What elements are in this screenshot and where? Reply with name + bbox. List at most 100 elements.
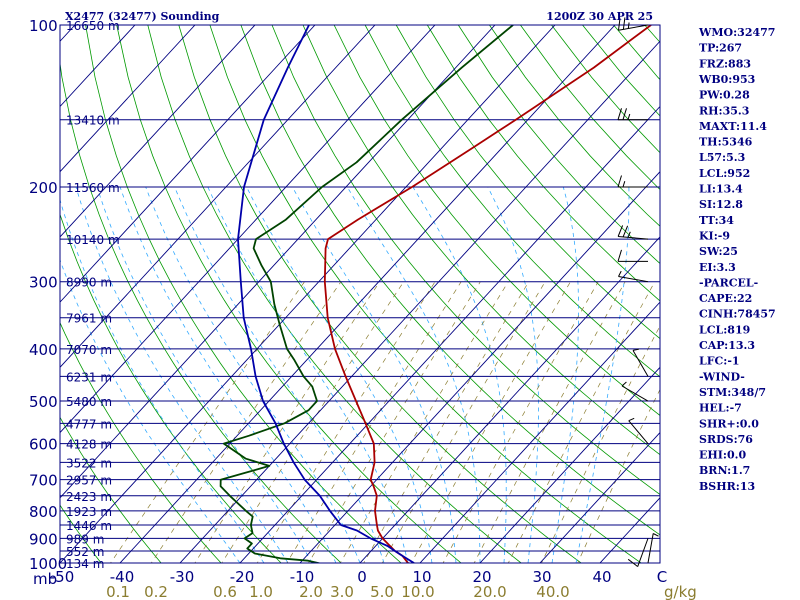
index-line: HEL:-7 bbox=[699, 402, 742, 415]
mixing-ratio-line bbox=[150, 281, 342, 563]
temperature-tick-labels: mb -50 -40 -30 -20 -10 0 10 20 30 40 C bbox=[33, 568, 667, 588]
index-line: SHR+:0.0 bbox=[699, 417, 759, 430]
index-line: -WIND- bbox=[699, 370, 745, 383]
wind-barb bbox=[617, 108, 649, 121]
pressure-tick-labels: 100 200 300 400 500 600 700 800 900 1000 bbox=[29, 17, 67, 573]
temperature-label: 40 bbox=[592, 568, 611, 586]
wind-barb bbox=[617, 249, 649, 262]
wind-barb bbox=[632, 348, 649, 377]
dry-adiabat bbox=[85, 25, 402, 563]
title-left: X2477 (32477) Sounding bbox=[65, 10, 220, 23]
wind-barb bbox=[628, 417, 649, 444]
mixing-ratio-line bbox=[339, 281, 509, 563]
index-line: BRN:1.7 bbox=[699, 464, 750, 477]
dry-adiabat bbox=[116, 25, 462, 563]
mixing-ratio-line bbox=[256, 281, 436, 563]
isotherm-line bbox=[479, 366, 660, 563]
height-label: 13410 m bbox=[66, 114, 120, 128]
wind-barbs bbox=[617, 17, 659, 567]
index-line: STM:348/7 bbox=[699, 386, 766, 399]
plot-area bbox=[60, 25, 660, 563]
mixing-ratio-line bbox=[577, 388, 660, 563]
temperature-label: -10 bbox=[290, 568, 315, 586]
dry-adiabat bbox=[60, 416, 162, 563]
index-line: TT:34 bbox=[699, 214, 734, 227]
index-panel: WMO:32477 TP:267 FRZ:883 WB0:953 PW:0.28 RH:3… bbox=[698, 26, 776, 493]
index-line: -PARCEL- bbox=[699, 276, 758, 289]
index-line: LI:13.4 bbox=[699, 183, 743, 196]
wind-barb bbox=[617, 225, 649, 240]
wind-barb bbox=[618, 17, 649, 31]
index-line: EHI:0.0 bbox=[699, 449, 746, 462]
dry-adiabat bbox=[60, 504, 102, 563]
wind-barb bbox=[647, 533, 659, 564]
mixing-ratio-line bbox=[194, 281, 381, 563]
mixing-ratio-label: 40.0 bbox=[536, 583, 569, 600]
temperature-label: -50 bbox=[50, 568, 75, 586]
index-line: WMO:32477 bbox=[698, 26, 775, 39]
height-label: 1923 m bbox=[66, 505, 112, 519]
mixing-ratio-line bbox=[110, 281, 305, 563]
height-label: 2423 m bbox=[66, 490, 112, 504]
height-label: 6231 m bbox=[66, 370, 112, 384]
pressure-label: 1000 bbox=[29, 555, 67, 573]
isotherm-line bbox=[539, 431, 660, 563]
isotherm-line bbox=[239, 105, 660, 563]
moist-adiabat bbox=[246, 186, 433, 563]
height-label: 3522 m bbox=[66, 456, 112, 470]
pressure-label: 200 bbox=[29, 179, 58, 197]
plot-frame bbox=[59, 24, 661, 564]
temperature-label: -30 bbox=[170, 568, 195, 586]
isotherm-line bbox=[60, 25, 436, 434]
index-line: TH:5346 bbox=[699, 136, 753, 149]
isotherm-line bbox=[299, 171, 660, 563]
mixing-ratio-label: 0.6 bbox=[213, 583, 237, 600]
index-line: BSHR:13 bbox=[699, 480, 755, 493]
index-line: LCL:819 bbox=[699, 323, 750, 336]
parcel-trace bbox=[237, 25, 415, 563]
isotherm-line bbox=[179, 40, 660, 563]
isotherm-line bbox=[60, 25, 196, 173]
isotherm-line bbox=[60, 25, 316, 303]
mixing-ratio-line bbox=[286, 281, 462, 563]
mixing-ratio-line bbox=[442, 281, 599, 563]
index-line: LCL:952 bbox=[699, 167, 750, 180]
pressure-label: 900 bbox=[29, 530, 58, 548]
dry-adiabat bbox=[60, 321, 222, 563]
mixing-ratio-label: 3.0 bbox=[330, 583, 354, 600]
mixing-ratio-lines bbox=[110, 281, 660, 563]
pressure-label: 400 bbox=[29, 341, 58, 359]
dry-adiabat bbox=[333, 25, 660, 416]
isotherm-line bbox=[60, 25, 376, 369]
index-line: FRZ:883 bbox=[699, 57, 751, 70]
mixing-ratio-line bbox=[507, 281, 656, 563]
temperature-label: C bbox=[657, 568, 667, 586]
isotherm-line bbox=[60, 25, 556, 563]
mixing-ratio-label: 1.0 bbox=[249, 583, 273, 600]
mixing-ratio-label: 2.0 bbox=[299, 583, 323, 600]
temperature-label: 0 bbox=[357, 568, 367, 586]
height-label: 5480 m bbox=[66, 395, 112, 409]
temperature-label: 20 bbox=[472, 568, 491, 586]
index-line: SI:12.8 bbox=[699, 198, 743, 211]
index-line: LFC:-1 bbox=[699, 355, 740, 368]
dry-adiabat bbox=[240, 25, 660, 536]
height-label: 16650 m bbox=[66, 19, 120, 33]
height-label: 11560 m bbox=[66, 181, 120, 195]
index-line: SRDS:76 bbox=[699, 433, 753, 446]
temperature-label: 30 bbox=[532, 568, 551, 586]
height-label: 7961 m bbox=[66, 312, 112, 326]
mixing-ratio-line bbox=[221, 281, 404, 563]
pressure-label: 700 bbox=[29, 472, 58, 490]
index-line: TP:267 bbox=[699, 42, 742, 55]
wind-barb bbox=[618, 270, 649, 283]
moist-adiabat bbox=[96, 186, 313, 563]
mixing-ratio-unit-label: g/kg bbox=[664, 583, 697, 600]
wind-barb bbox=[621, 381, 649, 402]
mixing-ratio-label: 5.0 bbox=[370, 583, 394, 600]
mixing-ratio-label: 0.2 bbox=[144, 583, 168, 600]
dewpoint-trace bbox=[219, 25, 514, 563]
height-label: 4128 m bbox=[66, 438, 112, 452]
